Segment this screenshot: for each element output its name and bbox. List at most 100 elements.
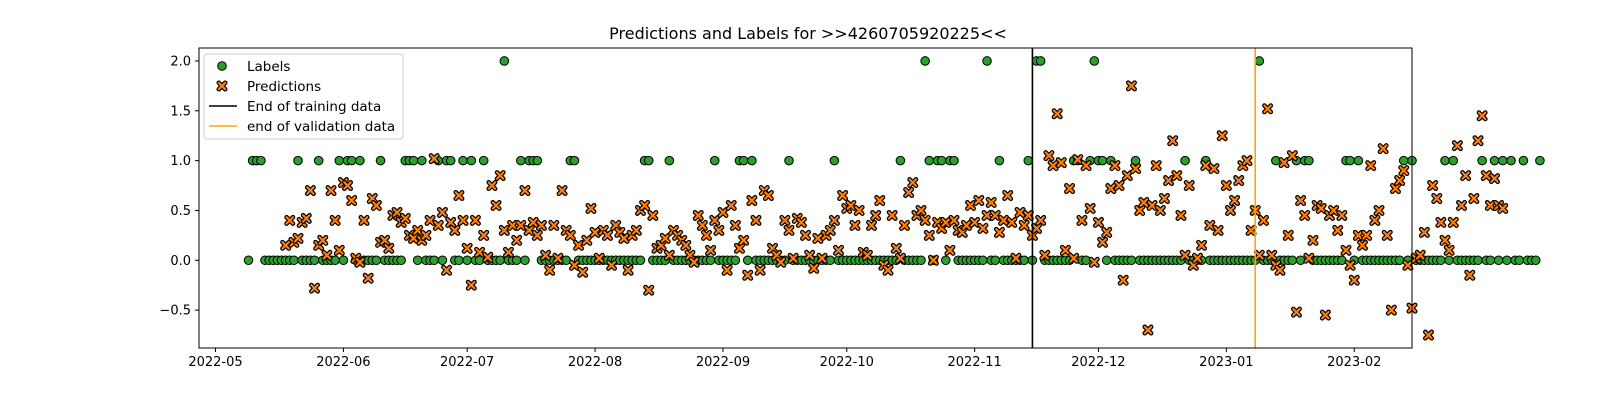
label-point — [495, 255, 505, 266]
label-point — [371, 255, 382, 266]
prediction-point — [1456, 199, 1468, 211]
prediction-point — [1315, 202, 1327, 214]
label-point — [1448, 155, 1459, 166]
prediction-point — [1266, 249, 1278, 261]
label-point — [994, 155, 1005, 166]
prediction-point — [362, 272, 374, 284]
prediction-point — [812, 232, 824, 244]
label-point — [829, 155, 840, 166]
label-point — [520, 255, 530, 266]
prediction-point — [886, 209, 898, 221]
prediction-point — [577, 266, 589, 278]
legend: Labels Predictions End of training data end… — [203, 53, 404, 140]
label-point — [1518, 155, 1529, 166]
prediction-point — [894, 252, 906, 264]
prediction-point — [717, 206, 729, 218]
prediction-point — [420, 229, 432, 241]
prediction-point — [1051, 108, 1063, 120]
x-tick-label: 2022-11 — [947, 355, 1001, 370]
prediction-point — [1423, 329, 1435, 341]
prediction-point — [816, 252, 828, 264]
legend-label: End of training data — [247, 99, 381, 115]
prediction-point — [833, 244, 845, 256]
prediction-point — [1443, 244, 1455, 256]
label-point — [1485, 255, 1496, 266]
prediction-point — [845, 199, 857, 211]
prediction-point — [292, 232, 304, 244]
prediction-point — [1208, 163, 1220, 175]
label-point — [1337, 255, 1347, 266]
prediction-point — [1299, 209, 1311, 221]
label-point — [742, 255, 753, 266]
prediction-point — [725, 199, 737, 211]
prediction-point — [1113, 180, 1125, 192]
prediction-point — [589, 226, 601, 238]
legend-predictions-marker — [216, 80, 228, 92]
prediction-point — [490, 199, 502, 211]
prediction-point — [804, 249, 816, 261]
label-point — [709, 155, 720, 166]
prediction-point — [1092, 216, 1104, 228]
prediction-point — [581, 234, 593, 246]
legend-box — [203, 53, 404, 140]
prediction-point — [1484, 199, 1496, 211]
label-point — [747, 155, 757, 166]
label-point — [1436, 255, 1446, 266]
prediction-point — [346, 194, 358, 206]
prediction-point — [754, 264, 766, 276]
prediction-point — [890, 242, 902, 254]
prediction-point — [1109, 160, 1121, 172]
prediction-point — [449, 224, 461, 236]
prediction-point — [300, 212, 312, 224]
prediction-point — [469, 214, 481, 226]
prediction-point — [746, 194, 758, 206]
prediction-point — [432, 219, 444, 231]
prediction-point — [1076, 214, 1088, 226]
prediction-point — [1196, 239, 1208, 251]
prediction-point — [358, 214, 370, 226]
label-point — [437, 255, 448, 266]
prediction-point — [1439, 234, 1451, 246]
prediction-point — [1489, 173, 1501, 185]
label-point — [635, 255, 646, 266]
label-point — [1497, 155, 1508, 166]
label-point — [1398, 155, 1409, 166]
prediction-point — [354, 256, 366, 268]
label-point — [895, 155, 906, 166]
prediction-point — [1497, 202, 1509, 214]
axes: 2022-05 2022-06 2022-07 2022-08 2022-09 2022-… — [159, 47, 1413, 370]
prediction-point — [709, 214, 721, 226]
prediction-point — [309, 282, 321, 294]
label-point — [338, 255, 349, 266]
prediction-point — [408, 232, 420, 244]
prediction-point — [548, 219, 560, 231]
prediction-point — [1125, 80, 1137, 92]
prediction-point — [1043, 150, 1055, 162]
label-point — [982, 56, 992, 66]
prediction-point — [1414, 249, 1426, 261]
label-point — [1101, 255, 1112, 266]
prediction-point — [659, 232, 671, 244]
prediction-point — [531, 229, 543, 241]
label-point — [1180, 155, 1190, 166]
prediction-point — [280, 239, 292, 251]
x-tick-label: 2022-12 — [1071, 355, 1125, 370]
prediction-point — [379, 234, 391, 246]
prediction-point — [969, 216, 981, 228]
prediction-point — [1142, 324, 1154, 336]
prediction-point — [1072, 154, 1084, 166]
prediction-point — [973, 194, 985, 206]
prediction-point — [1224, 204, 1236, 216]
prediction-point — [424, 214, 436, 226]
axes-frame — [198, 47, 1413, 349]
prediction-point — [333, 244, 345, 256]
label-point — [1097, 155, 1108, 166]
label-point — [516, 155, 526, 166]
prediction-point — [544, 264, 556, 276]
label-point — [1304, 155, 1314, 166]
label-point — [309, 255, 320, 266]
prediction-point — [1460, 170, 1472, 182]
prediction-point — [787, 252, 799, 264]
y-tick-label: 0.5 — [170, 204, 191, 219]
label-point — [412, 255, 423, 266]
